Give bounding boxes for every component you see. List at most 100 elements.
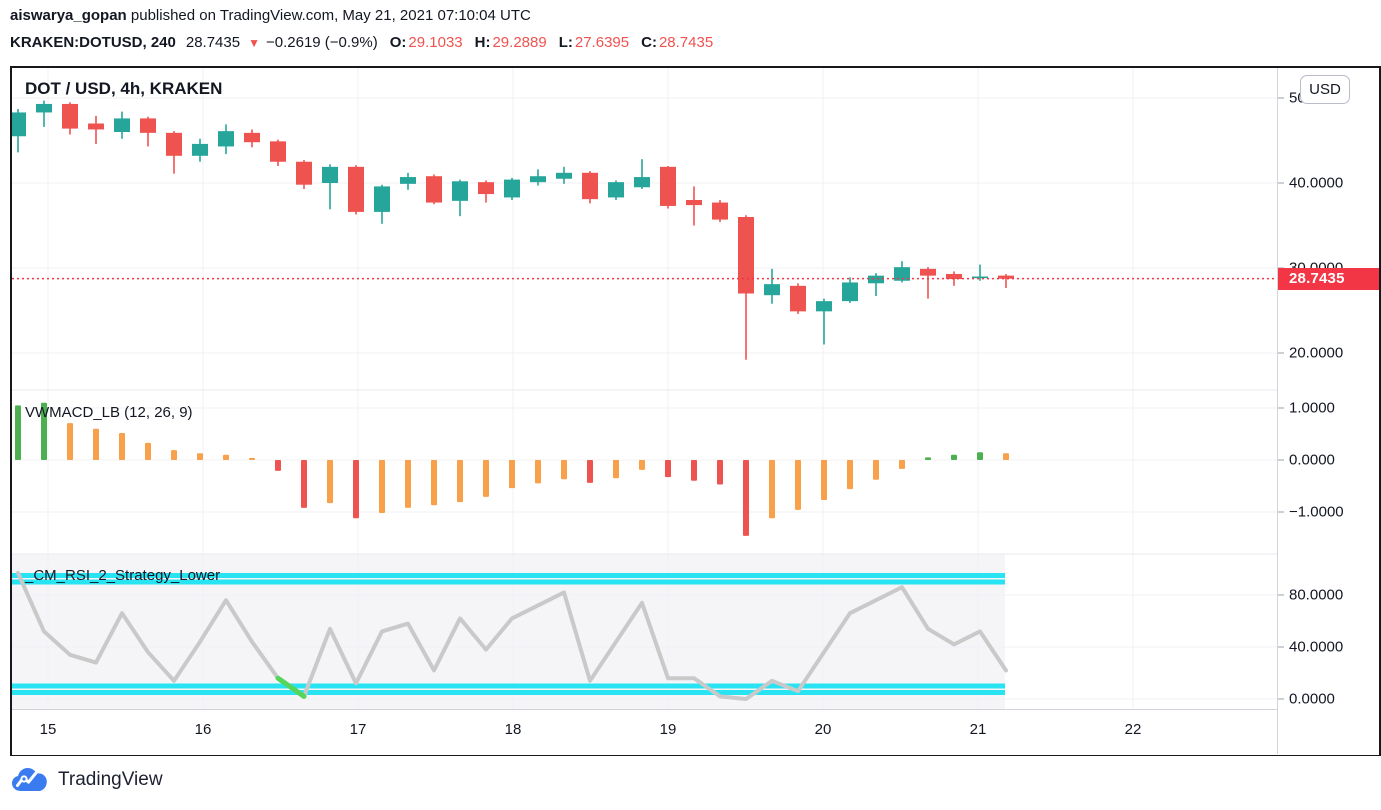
macd-bar: [899, 460, 905, 469]
tradingview-wordmark: TradingView: [58, 769, 163, 790]
macd-bar: [67, 423, 73, 460]
macd-bar: [93, 428, 99, 460]
macd-bar: [223, 454, 229, 460]
candle-body: [686, 200, 702, 206]
low-value: 27.6395: [574, 34, 630, 51]
macd-bar: [613, 460, 619, 479]
macd-bar: [1003, 453, 1009, 460]
symbol-line: KRAKEN:DOTUSD, 240 28.7435 ▼ −0.2619 (−0…: [10, 33, 725, 53]
candle-body: [270, 141, 286, 162]
rsi-signal-segment: [275, 675, 307, 699]
macd-bar: [795, 460, 801, 510]
macd-bar: [873, 460, 879, 480]
macd-bar: [951, 454, 957, 460]
time-tick-label: 20: [814, 721, 832, 738]
macd-bar: [41, 402, 47, 460]
candle-body: [244, 132, 260, 143]
macd-tick-label: 0.0000: [1278, 452, 1335, 469]
macd-tick-label: 1.0000: [1278, 400, 1335, 417]
macd-bar: [743, 460, 749, 536]
candle-body: [738, 217, 754, 294]
time-axis[interactable]: 15 16 17 18 19 20 21 22: [12, 709, 1379, 755]
published-text: published on TradingView.com, May 21, 20…: [126, 7, 531, 24]
candle-body: [556, 172, 572, 179]
candle-body: [166, 132, 182, 156]
high-readout: H: 29.2889: [475, 33, 547, 53]
candle-body: [322, 166, 338, 183]
plot-area[interactable]: [10, 68, 1277, 709]
time-tick-label: 18: [504, 721, 522, 738]
time-tick-label: 22: [1124, 721, 1142, 738]
macd-bar: [977, 452, 983, 460]
macd-tick-label: −1.0000: [1278, 504, 1344, 521]
macd-bar: [301, 460, 307, 508]
price-axis[interactable]: 50.0000 40.0000 30.0000 20.0000 1.0000 0…: [1277, 68, 1379, 754]
currency-badge[interactable]: USD: [1300, 75, 1350, 104]
macd-bar: [639, 460, 645, 470]
candle-body: [920, 268, 936, 276]
candle-body: [62, 103, 78, 129]
macd-bar: [119, 432, 125, 460]
low-label: L:: [558, 34, 573, 51]
rsi-tick-label: 80.0000: [1278, 587, 1343, 604]
candle-body: [374, 186, 390, 212]
macd-bar: [847, 460, 853, 490]
macd-bar: [197, 453, 203, 460]
macd-indicator-label[interactable]: VWMACD_LB (12, 26, 9): [25, 404, 193, 421]
macd-bar: [509, 460, 515, 489]
macd-bar: [15, 405, 21, 460]
rsi-tick-label: 40.0000: [1278, 639, 1343, 656]
chart-container: DOT / USD, 4h, KRAKEN VWMACD_LB (12, 26,…: [10, 66, 1381, 756]
macd-bar: [535, 460, 541, 484]
open-label: O:: [389, 34, 407, 51]
candle-body: [348, 166, 364, 212]
macd-bar: [431, 460, 437, 506]
rsi-tick-label: 0.0000: [1278, 691, 1335, 708]
macd-bar: [717, 460, 723, 485]
candle-body: [10, 112, 26, 137]
macd-bar: [925, 457, 931, 460]
open-readout: O: 29.1033: [390, 33, 463, 53]
candle-body: [998, 275, 1014, 279]
candle-body: [894, 267, 910, 281]
candle-body: [296, 161, 312, 185]
high-value: 29.2889: [492, 34, 547, 51]
candle-body: [114, 118, 130, 132]
macd-bar: [561, 460, 567, 480]
close-readout: C: 28.7435: [641, 33, 713, 53]
candle-body: [88, 123, 104, 130]
candle-body: [452, 181, 468, 201]
page-header: aiswarya_gopan published on TradingView.…: [10, 6, 725, 53]
time-tick-label: 16: [194, 721, 212, 738]
candle-body: [868, 275, 884, 284]
candle-body: [660, 166, 676, 206]
last-price-tag: 28.7435: [1278, 267, 1379, 290]
macd-bar: [483, 460, 489, 497]
rsi-indicator-label[interactable]: _CM_RSI_2_Strategy_Lower: [25, 567, 221, 584]
tradingview-branding[interactable]: TradingView: [10, 764, 163, 796]
chart-canvas[interactable]: [10, 68, 1277, 709]
macd-bar: [691, 460, 697, 481]
low-readout: L: 27.6395: [559, 33, 629, 53]
high-label: H:: [474, 34, 491, 51]
chart-title: DOT / USD, 4h, KRAKEN: [25, 79, 223, 98]
candle-body: [530, 176, 546, 183]
macd-bar: [457, 460, 463, 503]
macd-bar: [821, 460, 827, 501]
macd-bar: [769, 460, 775, 519]
candle-body: [36, 103, 52, 113]
close-label: C:: [641, 34, 657, 51]
candle-body: [712, 202, 728, 220]
close-value: 28.7435: [658, 34, 714, 51]
tradingview-logo-icon: [12, 768, 47, 791]
published-line: aiswarya_gopan published on TradingView.…: [10, 6, 725, 26]
author-name: aiswarya_gopan: [10, 7, 127, 24]
candle-body: [478, 182, 494, 195]
macd-bar: [379, 460, 385, 514]
macd-bar: [327, 460, 333, 504]
macd-bar: [249, 457, 255, 460]
time-tick-label: 19: [659, 721, 677, 738]
macd-bar: [665, 460, 671, 478]
candle-body: [608, 182, 624, 198]
